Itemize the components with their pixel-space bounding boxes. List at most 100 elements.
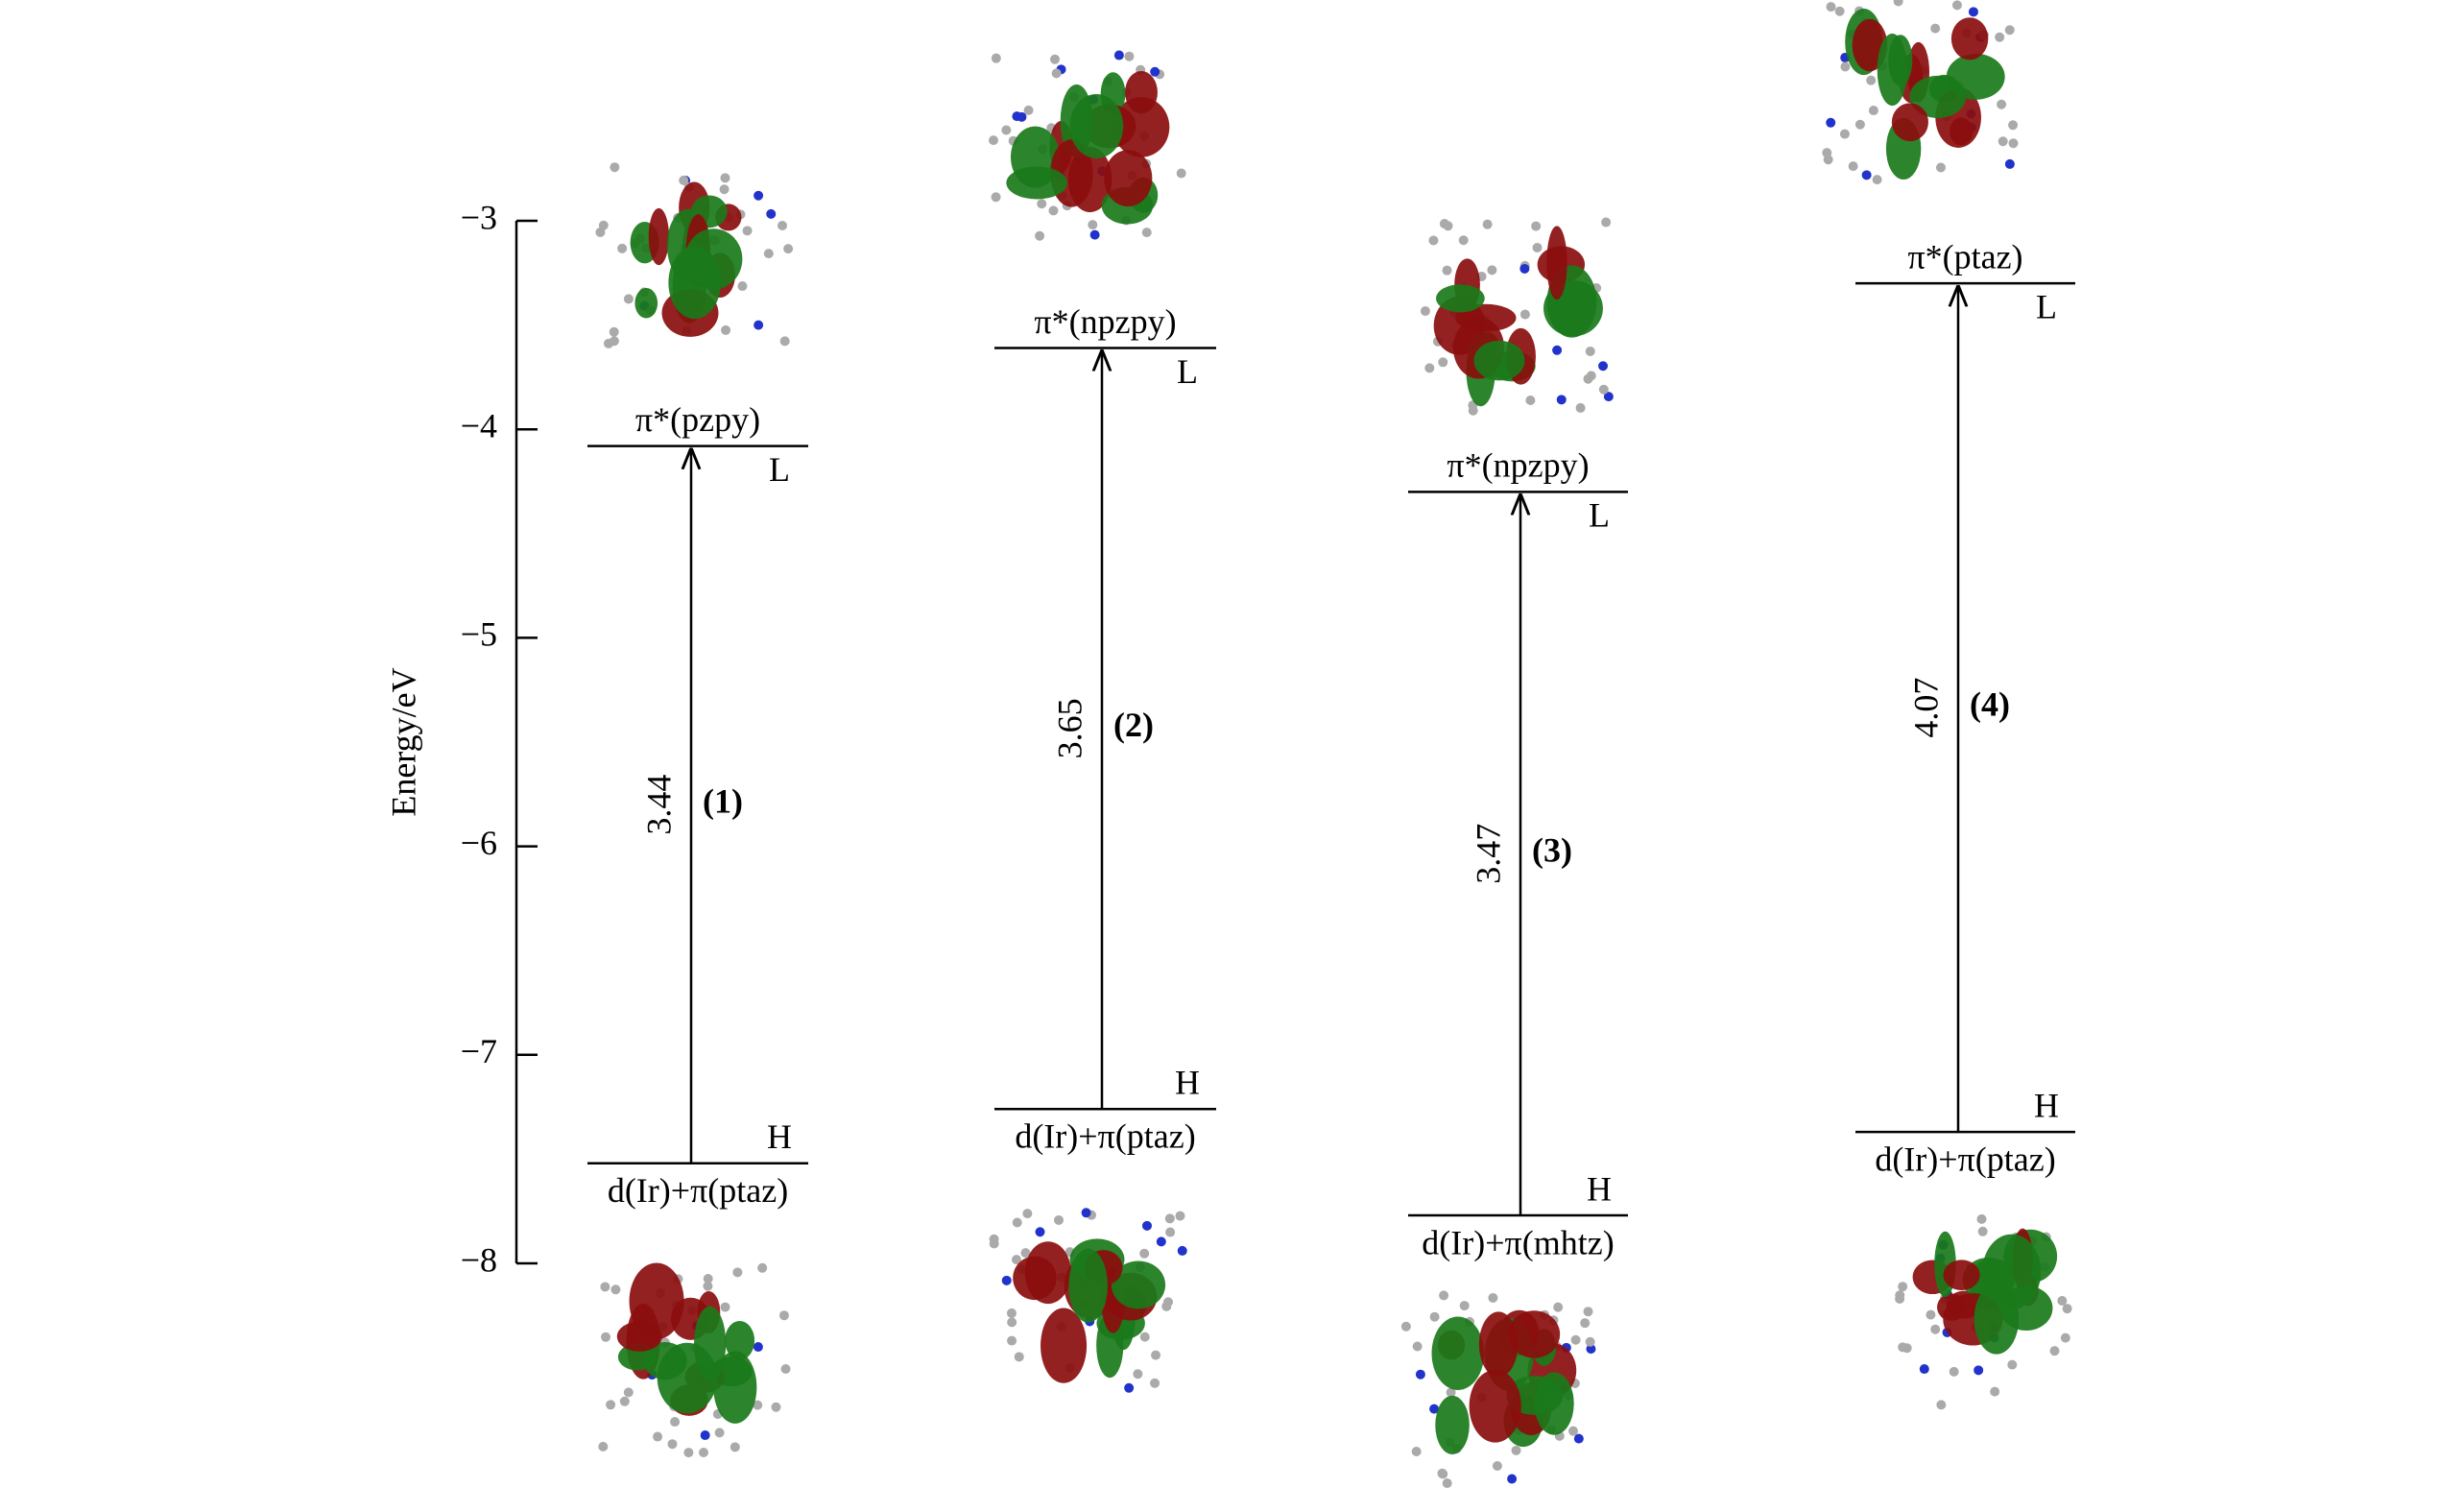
atom [1429,1311,1440,1322]
atom [780,1363,791,1374]
atom [991,192,1001,203]
atom [1872,175,1882,185]
atom [1175,1211,1185,1221]
atom [1601,217,1612,228]
orbital-lobe [1508,1310,1561,1358]
orbital-lobe [694,1306,727,1381]
atom [1519,263,1530,274]
orbital-lobe [1041,1308,1088,1383]
atom [1053,1214,1064,1225]
orbital-lobe [1546,226,1567,300]
atom [2008,120,2019,131]
orbital-lobe [1888,35,1913,86]
orbital-lobe [1909,75,1967,118]
atom [1990,1386,2000,1397]
atom [1926,1309,1936,1320]
atom [1442,265,1452,276]
atom [1585,346,1595,356]
orbital-lobe [713,1351,757,1424]
atom [1006,1308,1017,1318]
atom [1412,1341,1423,1352]
lumo-tag: L [2036,287,2057,325]
y-tick-label: −4 [461,406,497,444]
homo-tag: H [2034,1086,2059,1124]
orbital-lobe [629,1262,684,1340]
atom [753,1400,763,1410]
atom [779,336,790,347]
atom [1573,1433,1584,1444]
atom [766,208,777,219]
orbital-lobe [1068,1248,1108,1323]
atom [1553,1302,1564,1312]
orbital-lobe [1111,1260,1166,1309]
atom [595,227,606,237]
atom [1439,1290,1449,1301]
atom [619,1396,630,1406]
atom [1487,265,1497,276]
atom [683,1448,694,1458]
atom [1020,1248,1031,1259]
atom [720,1302,730,1312]
atom [679,175,689,185]
atom [771,1402,781,1412]
atom [1525,396,1536,406]
homo-label: d(Ir)+π(ptaz) [1015,1117,1195,1156]
atom [610,162,620,173]
atom [1139,1248,1150,1259]
atom [1568,1426,1579,1436]
atom [610,1284,621,1295]
lumo-tag: L [1589,496,1610,535]
atom [1936,1400,1947,1410]
atom [623,1387,634,1398]
atom [1124,1382,1135,1393]
atom [623,294,634,304]
orbital-lobe [1943,1260,1980,1291]
atom [2004,158,2015,169]
gap-label: 3.65 [1050,698,1088,758]
orbital-lobe [1024,1241,1071,1305]
atom [1150,66,1160,77]
atom [1974,1365,1984,1376]
atom [1133,1369,1143,1380]
atom [1411,1447,1422,1457]
atom [1603,392,1614,402]
atom [1458,235,1469,246]
atom [754,190,764,201]
atom [703,1281,713,1291]
atom [1570,1334,1581,1345]
atom [699,1447,709,1457]
atom [1898,1342,1908,1353]
atom [1176,168,1186,179]
atom [1968,7,1978,17]
y-tick-label: −7 [461,1032,497,1070]
atom [1156,1236,1166,1247]
atom [1598,384,1609,395]
atom [989,135,999,146]
atom [1177,1245,1187,1256]
atom [778,1310,789,1321]
atom [763,249,774,259]
y-tick-label: −3 [461,198,497,236]
atom [1995,32,2005,42]
atom [1051,68,1062,79]
atom [1420,306,1430,317]
atom [1017,111,1027,122]
atom [1826,117,1836,128]
orbital-lobe [1478,1311,1519,1378]
atom [1997,99,2007,109]
atom [754,320,764,330]
atom [721,324,731,335]
atom [1583,1307,1593,1317]
atom [737,281,748,292]
atom [1022,1209,1033,1219]
orbital-lobe [1950,17,1989,60]
atom [1935,162,1946,173]
atom [1023,105,1034,115]
complex-label: (1) [703,781,743,820]
atom [1834,6,1845,16]
atom [991,53,1001,63]
atom [777,220,788,230]
atom [1446,1387,1456,1398]
atom [1081,1208,1091,1218]
